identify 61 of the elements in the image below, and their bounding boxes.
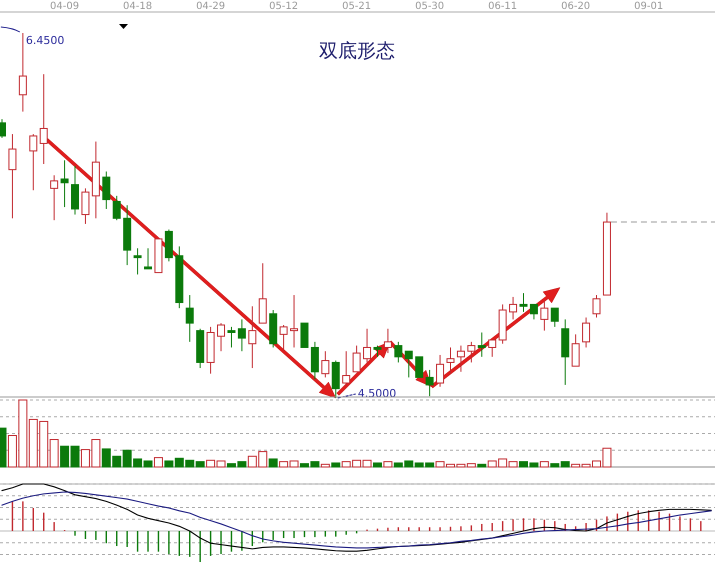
- candlestick: [373, 345, 382, 358]
- candlestick: [8, 134, 16, 219]
- candlestick: [217, 322, 226, 352]
- bar: [372, 462, 382, 468]
- candlestick: [227, 326, 236, 348]
- candlestick: [572, 334, 580, 367]
- x-tick-label: 04-29: [196, 1, 226, 12]
- candlestick: [530, 304, 538, 320]
- candlestick: [29, 134, 38, 191]
- candlestick: [238, 318, 246, 352]
- chart-title: 双底形态: [319, 40, 395, 62]
- bar: [331, 462, 340, 468]
- candlestick: [50, 174, 58, 221]
- x-tick-label: 05-21: [342, 1, 372, 12]
- bar: [383, 461, 392, 468]
- bar: [320, 464, 330, 468]
- candlestick: [144, 248, 152, 270]
- candlestick: [40, 74, 48, 165]
- candlestick: [60, 160, 69, 208]
- candlestick: [404, 350, 413, 378]
- candlestick: [478, 332, 486, 358]
- candlestick: [520, 292, 528, 312]
- candlestick: [540, 300, 548, 332]
- candlestick: [352, 345, 361, 372]
- candlestick: [436, 354, 444, 388]
- candlestick: [102, 171, 110, 210]
- candlestick: [446, 346, 454, 374]
- bar: [268, 458, 278, 468]
- candlestick: [248, 306, 256, 369]
- x-tick-label: 05-30: [415, 1, 444, 12]
- x-tick-label: 05-12: [269, 1, 298, 12]
- candlestick: [467, 341, 476, 363]
- candlestick: [456, 345, 465, 372]
- candlestick: [81, 188, 90, 224]
- x-tick-label: 04-18: [123, 1, 152, 12]
- candlestick: [394, 341, 402, 363]
- candlestick: [134, 248, 142, 275]
- x-tick-label: 06-11: [488, 1, 518, 12]
- candlestick: [112, 195, 121, 221]
- x-tick-label: 09-01: [634, 1, 664, 12]
- candlestick: [186, 294, 194, 342]
- candlestick: [592, 294, 601, 318]
- candlestick: [363, 328, 372, 363]
- candlestick: [582, 317, 590, 348]
- bar: [154, 457, 163, 468]
- candlestick: [321, 350, 330, 378]
- candlestick: [18, 32, 27, 112]
- annotation: 6.4500: [26, 34, 64, 47]
- candlestick: [488, 339, 496, 358]
- candlestick: [550, 308, 559, 328]
- candlestick: [342, 350, 350, 388]
- x-tick-label: 04-09: [50, 1, 80, 12]
- candlestick: [280, 324, 288, 352]
- candlestick: [290, 294, 298, 348]
- bar: [477, 464, 486, 468]
- x-tick-label: 06-20: [561, 1, 590, 12]
- candlestick: [426, 369, 434, 397]
- bar: [540, 461, 549, 468]
- candlestick: [415, 356, 424, 378]
- candlestick: [509, 296, 518, 320]
- candlestick: [384, 328, 392, 354]
